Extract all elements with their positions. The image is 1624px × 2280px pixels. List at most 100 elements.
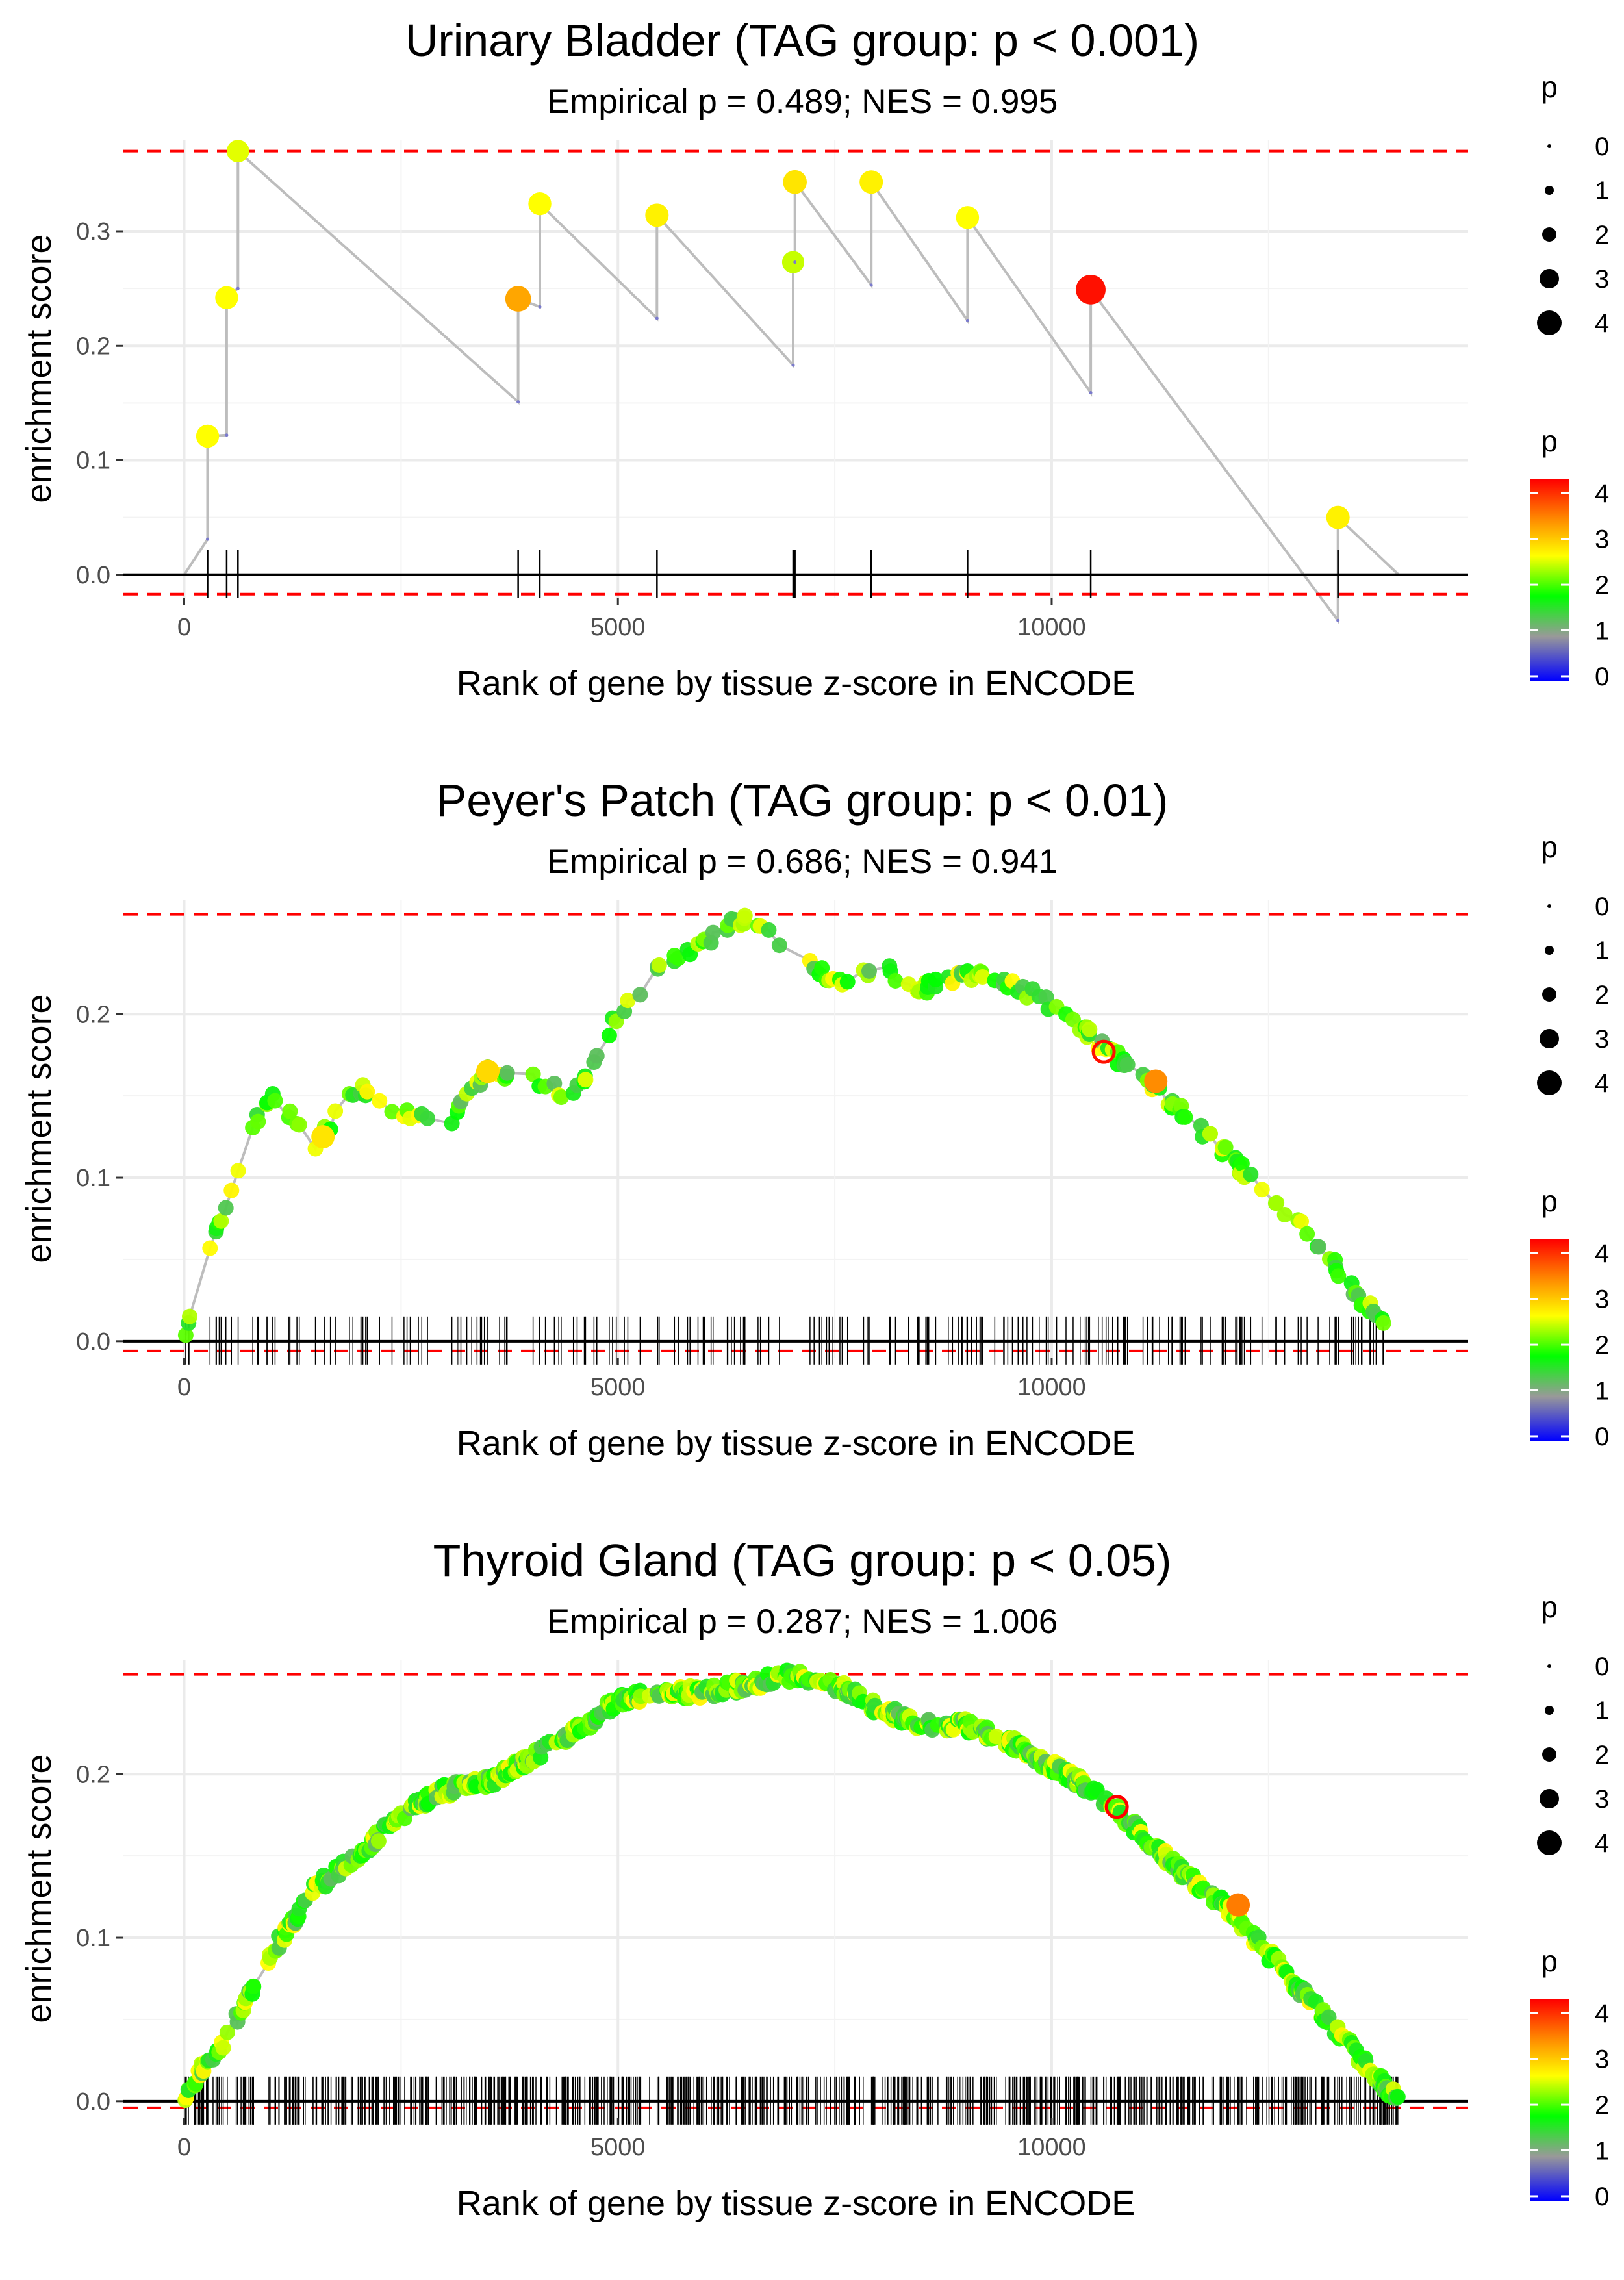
color-legend-label: 3 <box>1595 2046 1609 2074</box>
color-legend-title: p <box>1541 1944 1558 1978</box>
data-point <box>620 993 636 1009</box>
color-legend-title: p <box>1541 424 1558 458</box>
size-legend-label: 2 <box>1595 221 1609 249</box>
x-tick-label: 5000 <box>590 2134 646 2161</box>
data-point <box>1082 1021 1098 1037</box>
color-legend-label: 1 <box>1595 2137 1609 2166</box>
color-legend-label: 3 <box>1595 526 1609 554</box>
data-point <box>499 1065 515 1081</box>
data-point <box>577 1072 594 1088</box>
data-point <box>525 1066 541 1082</box>
y-axis-title: enrichment score <box>19 234 58 503</box>
data-point <box>226 140 249 163</box>
data-point <box>528 192 552 216</box>
data-point <box>218 1200 234 1216</box>
x-tick-label: 10000 <box>1017 2134 1086 2161</box>
color-legend-label: 3 <box>1595 1286 1609 1314</box>
size-legend-label: 4 <box>1595 309 1609 338</box>
size-legend-label: 4 <box>1595 1069 1609 1098</box>
data-point <box>645 203 669 227</box>
size-legend-label: 3 <box>1595 1025 1609 1054</box>
data-point <box>327 1103 344 1119</box>
size-legend-key <box>1547 1664 1551 1668</box>
size-legend-label: 2 <box>1595 981 1609 1009</box>
chart-svg: 0.0 0.1 0.2 0 5000 10000 Rank of gene by tissu… <box>19 1590 1609 2223</box>
chart-title: Peyer's Patch (TAG group: p < 0.01) <box>436 775 1169 826</box>
data-point <box>1375 1315 1391 1331</box>
size-legend-key <box>1537 1830 1562 1855</box>
chart-subtitle: Empirical p = 0.489; NES = 0.995 <box>546 82 1058 121</box>
data-point <box>632 987 648 1003</box>
size-legend-title: p <box>1541 1590 1558 1624</box>
data-point <box>546 1076 563 1092</box>
size-legend-key <box>1537 1070 1562 1095</box>
data-point <box>783 170 807 194</box>
data-point <box>384 1104 400 1120</box>
data-point <box>1234 1156 1250 1172</box>
size-legend-key <box>1542 987 1556 1002</box>
data-point <box>267 1093 283 1109</box>
data-point <box>230 1163 246 1179</box>
data-point <box>814 960 830 976</box>
chart-svg: 0.0 0.1 0.2 0 5000 10000 Rank of gene by tissu… <box>19 830 1609 1463</box>
x-axis-title: Rank of gene by tissue z-score in ENCODE <box>457 2184 1135 2223</box>
data-point <box>1310 1239 1326 1255</box>
data-point <box>370 1833 387 1849</box>
y-tick-label: 0.0 <box>76 2088 110 2116</box>
size-legend-label: 3 <box>1595 1785 1609 1814</box>
data-point <box>887 972 904 989</box>
color-legend-label: 0 <box>1595 663 1609 691</box>
chart-subtitle: Empirical p = 0.686; NES = 0.941 <box>546 842 1058 881</box>
size-legend-key <box>1542 227 1556 242</box>
data-point <box>202 1240 218 1256</box>
data-point <box>250 1113 266 1130</box>
color-legend-bar <box>1530 1239 1569 1441</box>
data-point <box>1217 1139 1234 1156</box>
y-tick-label: 0.2 <box>76 333 110 360</box>
data-point <box>291 1117 307 1133</box>
y-tick-label: 0.0 <box>76 562 110 589</box>
data-point <box>223 1182 240 1198</box>
chart-title: Thyroid Gland (TAG group: p < 0.05) <box>433 1535 1172 1586</box>
size-legend-key <box>1545 1706 1554 1715</box>
size-legend-title: p <box>1541 830 1558 864</box>
data-point <box>705 924 721 941</box>
highlight-point <box>1144 1069 1168 1093</box>
color-legend-label: 0 <box>1595 1423 1609 1451</box>
data-point <box>196 424 220 448</box>
y-tick-label: 0.1 <box>76 1165 110 1192</box>
data-point-small <box>1089 391 1093 395</box>
data-point <box>1076 275 1106 305</box>
size-legend-key <box>1545 186 1554 195</box>
data-point <box>861 963 877 979</box>
data-point <box>601 1028 617 1044</box>
data-point <box>282 1103 298 1119</box>
data-point <box>213 1213 229 1229</box>
y-tick-label: 0.1 <box>76 1925 110 1952</box>
size-legend-key <box>1542 1747 1556 1762</box>
running-sum-line <box>184 1667 1399 2101</box>
size-legend-key <box>1540 1029 1559 1048</box>
data-point <box>1330 1268 1347 1284</box>
data-point <box>1326 505 1350 529</box>
data-point-small <box>791 363 795 367</box>
size-legend-key <box>1547 904 1551 908</box>
y-tick-label: 0.2 <box>76 1001 110 1028</box>
data-point <box>1177 1109 1193 1125</box>
y-tick-label: 0.2 <box>76 1761 110 1788</box>
data-point <box>215 2040 231 2056</box>
size-legend-label: 3 <box>1595 265 1609 294</box>
chart-title: Urinary Bladder (TAG group: p < 0.001) <box>405 15 1200 66</box>
data-point-small <box>225 433 229 437</box>
color-legend-label: 2 <box>1595 571 1609 600</box>
data-point <box>1293 1213 1310 1230</box>
data-point-small <box>793 260 797 264</box>
data-point <box>420 1110 436 1126</box>
x-tick-label: 5000 <box>590 1374 646 1401</box>
y-tick-label: 0.0 <box>76 1328 110 1356</box>
highlight-point <box>311 1125 335 1149</box>
data-point-small <box>236 286 240 290</box>
color-legend-title: p <box>1541 1184 1558 1218</box>
data-point <box>182 1308 198 1324</box>
data-point <box>928 971 944 987</box>
